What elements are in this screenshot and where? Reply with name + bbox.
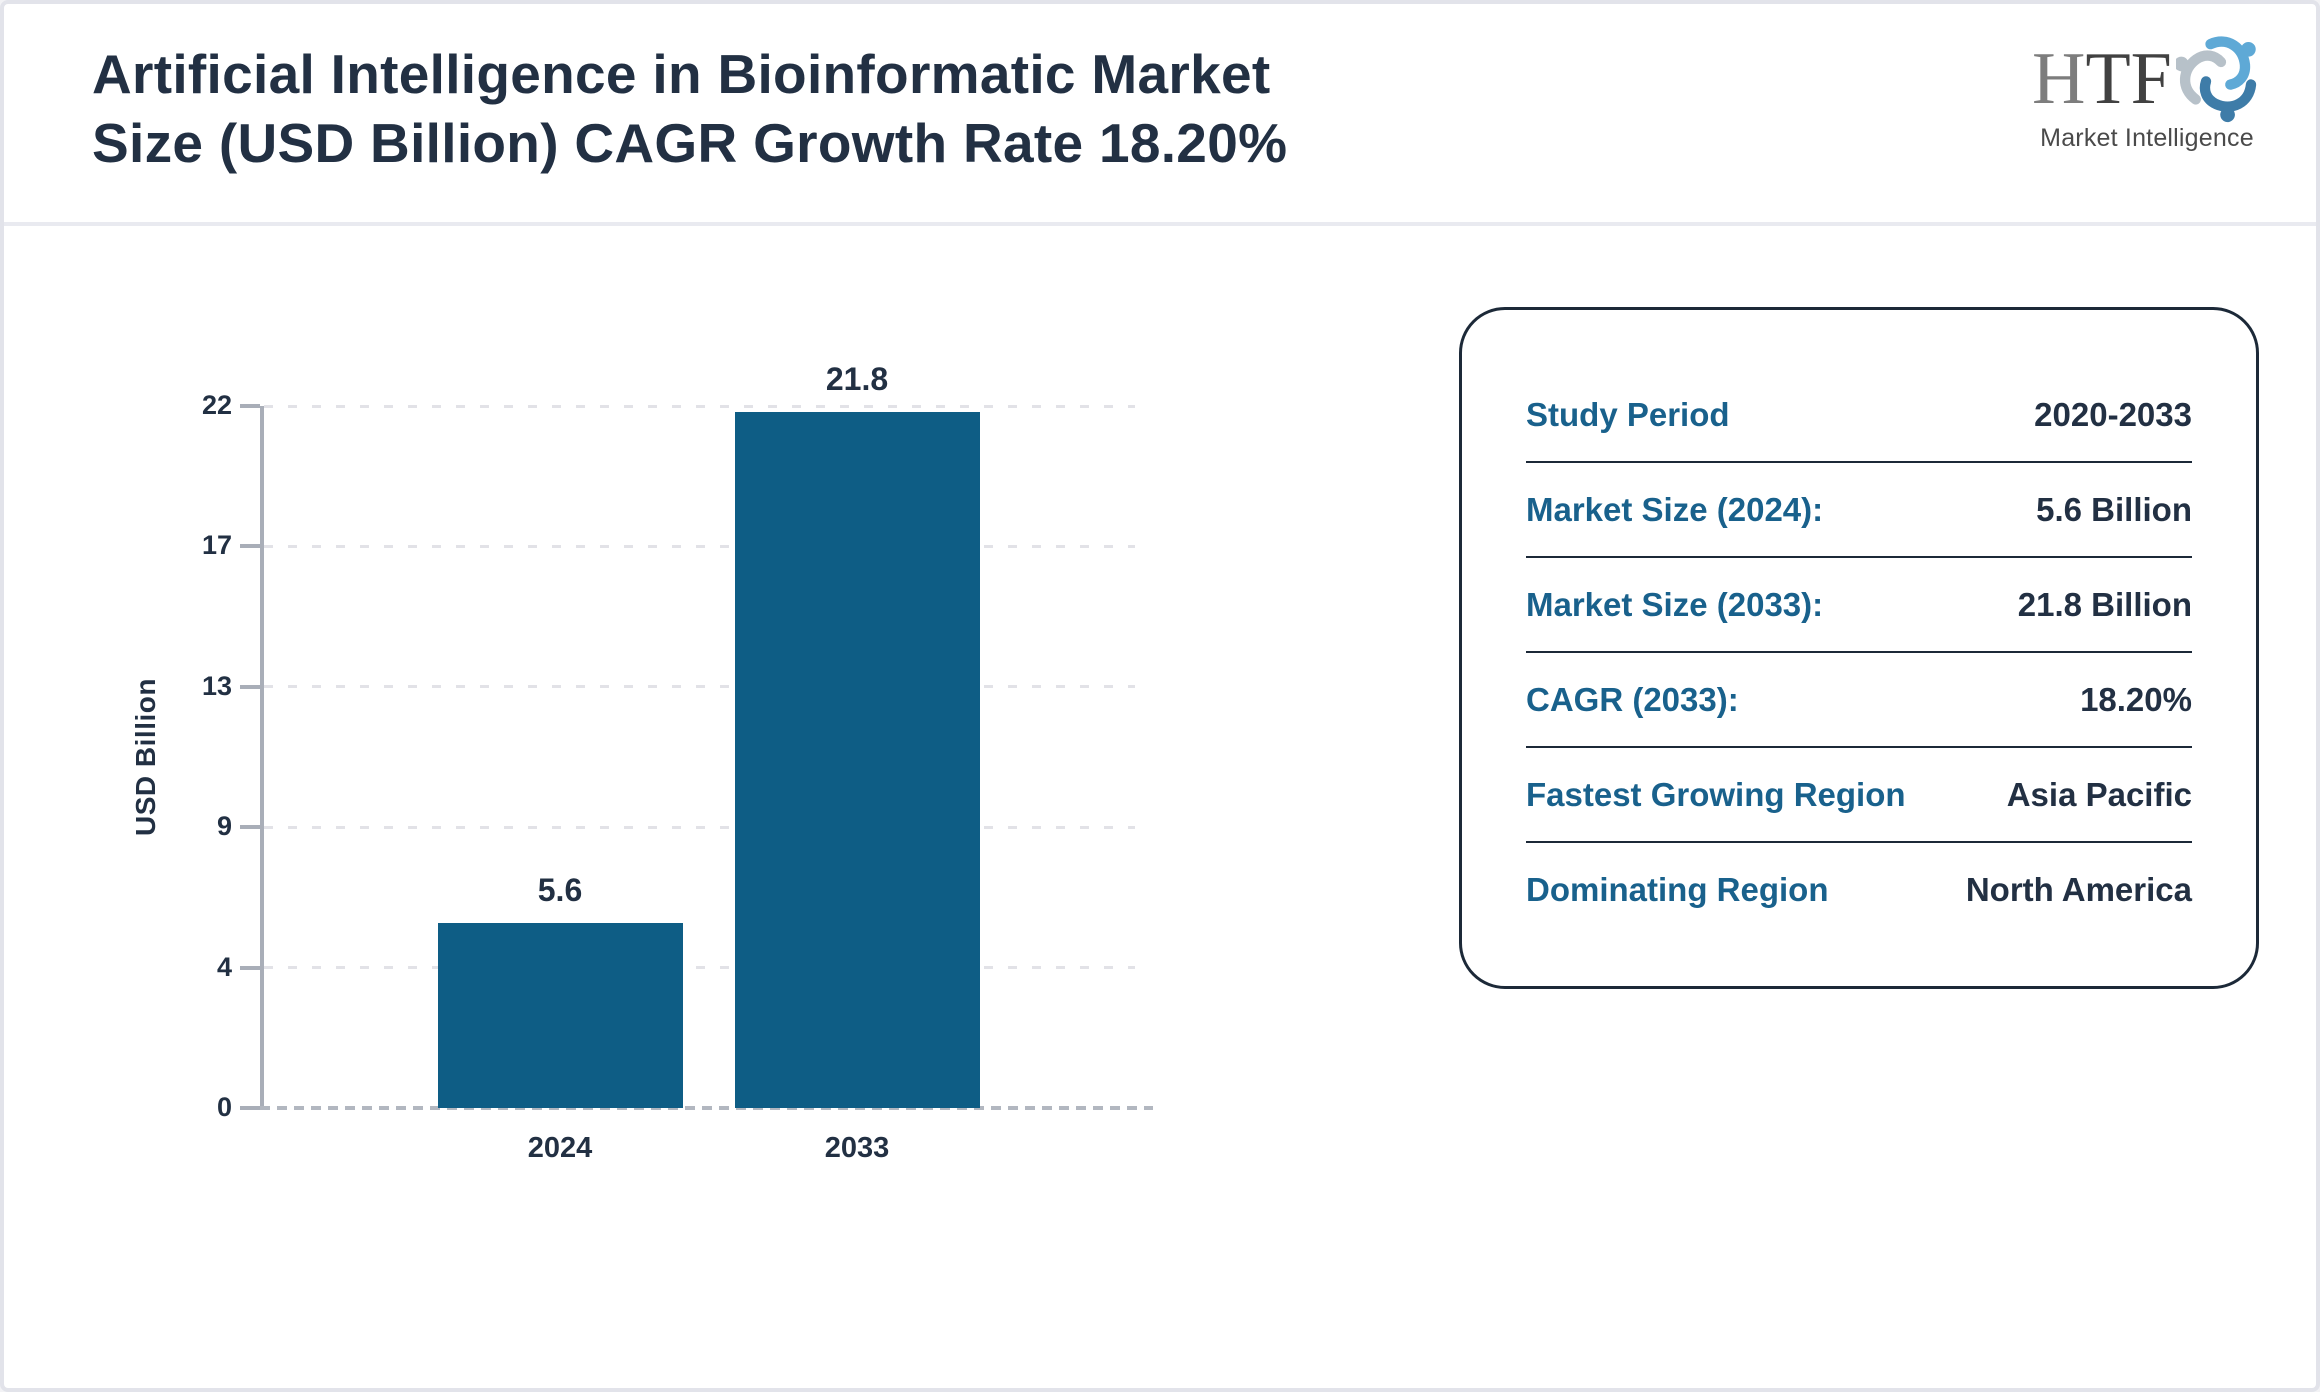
info-row: Study Period 2020-2033 [1526, 368, 2192, 463]
info-value: 21.8 Billion [2017, 585, 2192, 623]
y-tick-label: 4 [216, 951, 232, 982]
three-figures-swirl-icon [2175, 36, 2257, 123]
gridline-9 [264, 825, 1136, 829]
y-tick-label: 22 [201, 390, 232, 420]
htf-logo: HTF Market Inte [2032, 30, 2262, 153]
htf-logo-subtext: Market Intelligence [2040, 124, 2254, 152]
info-label: Fastest Growing Region [1526, 775, 1906, 813]
gridline-17 [264, 544, 1136, 548]
gridline-22 [264, 404, 1136, 408]
info-row: Market Size (2033): 21.8 Billion [1526, 558, 2192, 653]
bar-2033 [734, 411, 980, 1108]
htf-logo-text: HTF [2032, 40, 2172, 118]
htf-logo-letters-tf: TF [2085, 38, 2172, 120]
htf-logo-row: HTF [2032, 30, 2262, 128]
page-title-line2: Size (USD Billion) CAGR Growth Rate 18.2… [92, 112, 1288, 174]
y-tick-mark [240, 825, 260, 830]
x-axis-baseline [260, 1106, 1154, 1110]
bar-chart: 0 4 9 13 17 22 5.6 2024 21.8 2033 [202, 361, 1154, 1164]
y-tick-label: 17 [201, 530, 232, 561]
y-tick-mark [240, 544, 260, 549]
htf-logo-letter-h: H [2032, 38, 2086, 120]
x-axis-label-2033: 2033 [824, 1132, 890, 1164]
y-tick-mark [240, 965, 260, 970]
y-axis-line [260, 406, 264, 1108]
y-tick-mark [240, 404, 260, 408]
y-tick-mark [240, 684, 260, 689]
bar-2024 [437, 922, 683, 1108]
info-label: Market Size (2024): [1526, 490, 1824, 528]
page-title: Artificial Intelligence in Bioinformatic… [92, 40, 1287, 178]
info-label: CAGR (2033): [1526, 680, 1739, 718]
info-value: 5.6 Billion [2036, 490, 2192, 528]
y-tick-label: 9 [216, 811, 232, 842]
info-label: Dominating Region [1526, 870, 1829, 908]
info-row: CAGR (2033): 18.20% [1526, 653, 2192, 748]
info-value: Asia Pacific [2006, 775, 2192, 813]
info-row: Market Size (2024): 5.6 Billion [1526, 463, 2192, 558]
bar-value-label-2024: 5.6 [537, 871, 583, 908]
info-label: Study Period [1526, 395, 1730, 433]
y-tick-label: 0 [216, 1092, 232, 1122]
gridline-4 [264, 966, 1136, 970]
y-tick-mark [240, 1106, 260, 1110]
info-row: Fastest Growing Region Asia Pacific [1526, 748, 2192, 843]
bar-value-label-2033: 21.8 [825, 360, 889, 397]
info-label: Market Size (2033): [1526, 585, 1824, 623]
page-title-line1: Artificial Intelligence in Bioinformatic… [92, 43, 1271, 105]
header-divider [4, 222, 2316, 226]
info-value: North America [1965, 870, 2192, 908]
info-card: Study Period 2020-2033 Market Size (2024):… [1459, 307, 2259, 989]
info-value: 18.20% [2080, 680, 2192, 718]
gridline-13 [264, 685, 1136, 689]
y-tick-label: 13 [201, 670, 232, 701]
info-value: 2020-2033 [2034, 395, 2192, 433]
info-row: Dominating Region North America [1526, 843, 2192, 936]
x-axis-label-2024: 2024 [527, 1132, 593, 1164]
